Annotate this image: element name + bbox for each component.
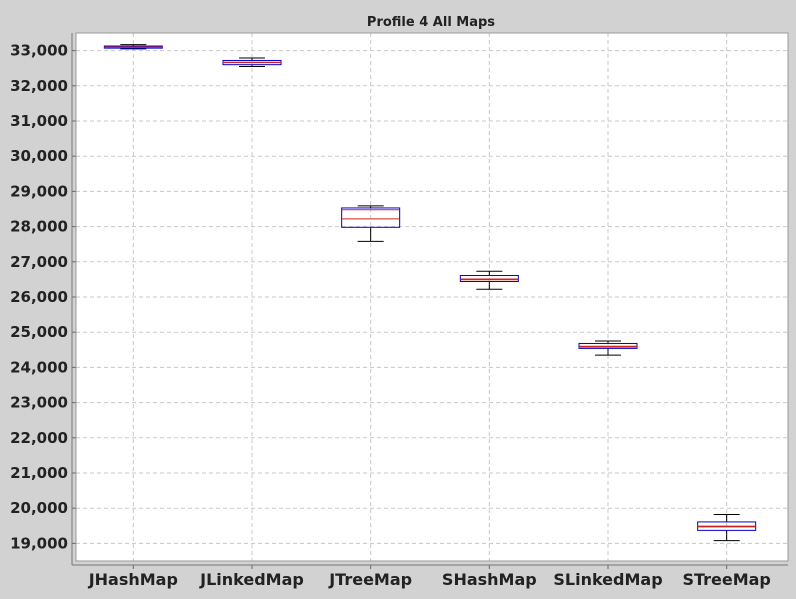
x-tick-label: JHashMap (88, 570, 178, 589)
y-tick-label: 20,000 (10, 499, 68, 517)
plot-area (76, 33, 788, 561)
box-jhashmap (103, 44, 163, 50)
box-streemap (697, 514, 757, 542)
plot-frame (75, 32, 789, 562)
y-tick-label: 31,000 (10, 112, 68, 130)
y-tick-label: 32,000 (10, 77, 68, 95)
y-tick-label: 29,000 (10, 182, 68, 200)
box-body (459, 275, 519, 283)
y-tick-label: 30,000 (10, 147, 68, 165)
y-tick-label: 24,000 (10, 358, 68, 376)
y-tick-label: 21,000 (10, 464, 68, 482)
y-tick-label: 22,000 (10, 429, 68, 447)
y-tick-label: 26,000 (10, 288, 68, 306)
y-tick-label: 23,000 (10, 394, 68, 412)
axes (71, 32, 789, 569)
y-tick-label: 27,000 (10, 253, 68, 271)
x-tick-label: SHashMap (442, 570, 537, 589)
grid-lines (76, 33, 788, 561)
chart-title: Profile 4 All Maps (367, 15, 495, 30)
box-body (341, 207, 401, 228)
x-tick-label: JLinkedMap (199, 570, 304, 589)
y-tick-label: 19,000 (10, 534, 68, 552)
box-slinkedmap (578, 340, 638, 356)
x-tick-label: STreeMap (682, 570, 770, 589)
x-tick-label: JTreeMap (328, 570, 412, 589)
y-tick-label: 28,000 (10, 218, 68, 236)
y-tick-label: 33,000 (10, 42, 68, 60)
x-tick-label: SLinkedMap (553, 570, 662, 589)
y-tick-label: 25,000 (10, 323, 68, 341)
tick-labels: 19,000 20,000 21,000 22,000 23,000 24,000 25,0… (10, 42, 771, 589)
box-series (103, 44, 757, 542)
box-jlinkedmap (222, 57, 282, 67)
box-jtreemap (341, 205, 401, 242)
box-shashmap (459, 270, 519, 290)
